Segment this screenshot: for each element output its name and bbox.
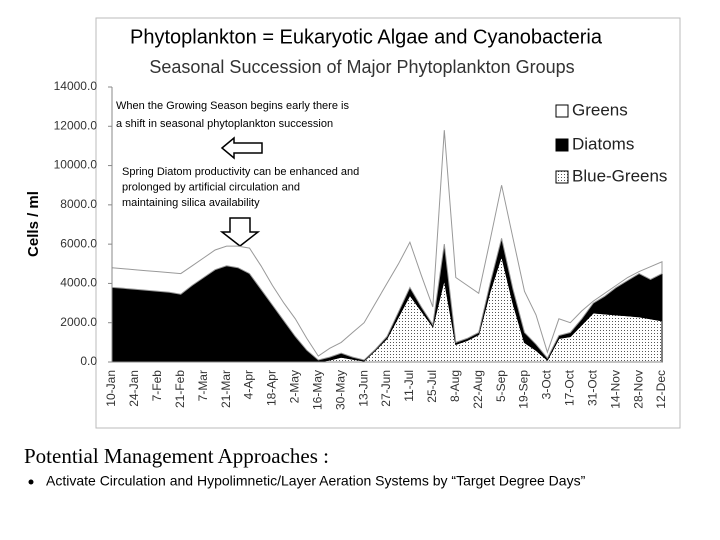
x-tick-label: 16-May: [310, 370, 324, 410]
x-tick-label: 21-Mar: [219, 370, 233, 408]
annotation-line: a shift in seasonal phytoplankton succes…: [116, 118, 333, 130]
y-tick-label: 2000.0: [60, 315, 97, 329]
x-tick-label: 19-Sep: [517, 370, 531, 409]
x-tick-label: 14-Nov: [608, 370, 622, 409]
legend-swatch: [555, 104, 569, 118]
x-tick-label: 12-Dec: [654, 370, 668, 409]
y-tick-label: 8000.0: [60, 197, 97, 211]
x-tick-label: 7-Feb: [150, 370, 164, 402]
legend-label: Diatoms: [572, 134, 634, 153]
x-tick-label: 30-May: [333, 370, 347, 410]
y-tick-label: 4000.0: [60, 276, 97, 290]
x-tick-label: 11-Jul: [402, 370, 416, 402]
x-tick-label: 4-Apr: [242, 370, 256, 399]
annotation-line: prolonged by artificial circulation and: [122, 181, 300, 193]
footer-heading: Potential Management Approaches :: [24, 444, 329, 468]
x-tick-label: 8-Aug: [448, 370, 462, 402]
x-tick-label: 13-Jun: [356, 370, 370, 407]
chart-frame: [95, 17, 681, 429]
legend-swatch: [555, 170, 569, 184]
x-tick-label: 27-Jun: [379, 370, 393, 407]
legend-label: Greens: [572, 100, 628, 119]
x-tick-label: 3-Oct: [540, 369, 554, 399]
bullet-dot: [28, 479, 34, 485]
annotation-line: Spring Diatom productivity can be enhanc…: [122, 166, 359, 178]
slide-title: Phytoplankton = Eukaryotic Algae and Cya…: [130, 26, 603, 48]
area-greens: [111, 130, 663, 361]
annotation-line: When the Growing Season begins early the…: [116, 100, 349, 112]
y-tick-label: 14000.0: [54, 79, 98, 93]
x-tick-label: 17-Oct: [563, 369, 577, 406]
y-axis-label: Cells / ml: [25, 191, 42, 257]
y-tick-label: 12000.0: [54, 118, 98, 132]
x-tick-label: 25-Jul: [425, 370, 439, 403]
x-tick-label: 5-Sep: [494, 370, 508, 402]
y-tick-label: 6000.0: [60, 236, 97, 250]
x-tick-label: 18-Apr: [265, 370, 279, 406]
left-arrow: [220, 136, 263, 160]
down-arrow: [219, 217, 261, 247]
x-tick-label: 28-Nov: [631, 370, 645, 409]
y-tick-label: 0.0: [80, 354, 97, 368]
x-tick-label: 7-Mar: [196, 370, 210, 401]
x-tick-label: 24-Jan: [127, 370, 141, 407]
x-tick-label: 2-May: [288, 370, 302, 403]
footer-bullet: Activate Circulation and Hypolimnetic/La…: [46, 473, 586, 489]
x-tick-label: 21-Feb: [173, 370, 187, 408]
x-tick-label: 22-Aug: [471, 370, 485, 409]
chart-title: Seasonal Succession of Major Phytoplankt…: [149, 57, 574, 77]
x-tick-label: 31-Oct: [585, 369, 599, 406]
legend-swatch: [555, 138, 569, 152]
annotation-line: maintaining silica availability: [122, 197, 260, 209]
x-tick-label: 10-Jan: [104, 370, 118, 407]
legend-label: Blue-Greens: [572, 166, 667, 185]
y-tick-label: 10000.0: [54, 158, 98, 172]
